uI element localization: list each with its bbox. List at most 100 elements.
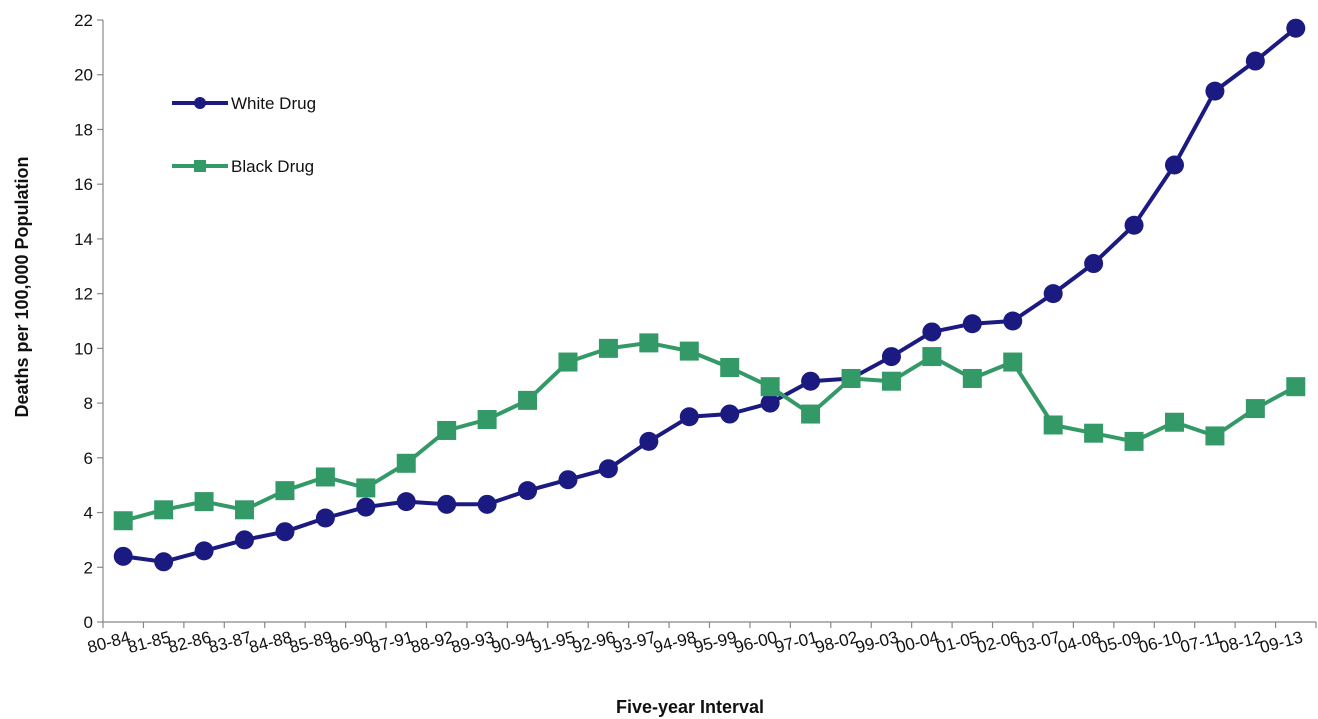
data-point-black-drug [841,368,861,388]
y-tick-label: 8 [84,394,93,413]
data-point-black-drug [194,492,214,512]
data-point-white-drug [801,371,821,391]
data-point-black-drug [720,358,740,378]
x-axis-ticks: 80-8481-8582-8683-8784-8885-8986-9087-91… [85,622,1317,658]
data-point-black-drug [315,467,335,487]
data-point-white-drug [235,530,255,550]
legend-marker-white-drug [194,97,206,109]
x-tick-label: 02-06 [975,628,1022,658]
data-point-black-drug [437,420,457,440]
series-white-drug [113,18,1306,572]
data-point-white-drug [639,431,659,451]
data-point-white-drug [1084,254,1104,274]
x-tick-label: 81-85 [126,628,173,658]
y-axis-title: Deaths per 100,000 Population [12,156,32,417]
x-tick-label: 85-89 [287,628,334,658]
x-tick-label: 04-08 [1056,628,1103,658]
data-point-white-drug [113,546,133,566]
data-point-white-drug [760,393,780,413]
data-point-black-drug [477,410,497,430]
x-tick-label: 88-92 [409,628,456,658]
x-tick-label: 89-93 [449,628,496,658]
data-point-white-drug [1124,215,1144,235]
legend: White Drug Black Drug [172,94,316,176]
legend-item-white-drug: White Drug [172,94,316,113]
data-point-white-drug [558,470,578,490]
y-tick-label: 12 [74,285,93,304]
x-tick-label: 95-99 [692,628,739,658]
y-axis-ticks: 0 2 4 6 8 10 12 14 16 18 20 22 [74,11,103,632]
data-point-black-drug [1245,399,1265,419]
data-point-white-drug [275,522,295,542]
x-tick-label: 08-12 [1217,628,1264,658]
x-tick-label: 98-02 [813,628,860,658]
legend-label-white-drug: White Drug [231,94,316,113]
x-tick-label: 00-04 [894,628,941,658]
x-tick-label: 83-87 [207,628,254,658]
x-tick-label: 92-96 [571,628,618,658]
x-tick-label: 87-91 [368,628,415,658]
data-point-white-drug [437,494,457,514]
y-tick-label: 16 [74,175,93,194]
x-tick-label: 82-86 [166,628,213,658]
data-point-white-drug [881,347,901,367]
data-point-black-drug [356,478,376,498]
data-point-black-drug [881,371,901,391]
y-tick-label: 18 [74,120,93,139]
data-point-black-drug [235,500,255,520]
data-point-black-drug [962,368,982,388]
data-point-white-drug [315,508,335,528]
x-tick-label: 99-03 [854,628,901,658]
data-point-black-drug [154,500,174,520]
data-point-white-drug [679,407,699,427]
data-point-white-drug [1043,284,1063,304]
series-layer [113,18,1306,572]
data-point-black-drug [113,511,133,531]
data-point-white-drug [962,314,982,334]
series-line-black-drug [122,340,1297,523]
data-point-black-drug [1043,415,1063,435]
x-tick-label: 91-95 [530,628,577,658]
y-tick-label: 22 [74,11,93,30]
data-point-black-drug [1205,426,1225,446]
data-point-black-drug [1164,412,1184,432]
data-point-black-drug [679,341,699,361]
data-point-black-drug [598,338,618,358]
data-point-white-drug [922,322,942,342]
data-point-white-drug [1205,81,1225,101]
data-point-white-drug [194,541,214,561]
legend-item-black-drug: Black Drug [172,157,314,176]
x-tick-label: 09-13 [1258,628,1305,658]
x-tick-label: 07-11 [1178,628,1224,657]
x-tick-label: 90-94 [490,628,537,658]
data-point-black-drug [396,453,416,473]
x-tick-label: 03-07 [1015,628,1062,658]
x-tick-label: 96-00 [732,628,779,658]
data-point-white-drug [1286,18,1306,38]
data-point-black-drug [1286,377,1306,397]
data-point-black-drug [275,481,295,501]
y-tick-label: 2 [84,558,93,577]
y-tick-label: 0 [84,613,93,632]
x-tick-label: 93-97 [611,628,658,658]
x-tick-label: 01-05 [934,628,981,658]
legend-marker-black-drug [194,160,206,172]
data-point-black-drug [518,390,538,410]
data-point-black-drug [1124,431,1144,451]
data-point-white-drug [154,552,174,572]
data-point-white-drug [518,481,538,501]
data-point-black-drug [760,377,780,397]
series-black-drug [113,333,1306,531]
data-point-black-drug [1084,423,1104,443]
x-tick-label: 06-10 [1137,628,1184,658]
data-point-white-drug [356,497,376,517]
data-point-black-drug [801,404,821,424]
data-point-white-drug [598,459,618,479]
x-tick-label: 05-09 [1096,628,1143,658]
data-point-white-drug [1164,155,1184,175]
data-point-black-drug [639,333,659,353]
data-point-white-drug [477,494,497,514]
legend-label-black-drug: Black Drug [231,157,314,176]
y-tick-label: 6 [84,449,93,468]
